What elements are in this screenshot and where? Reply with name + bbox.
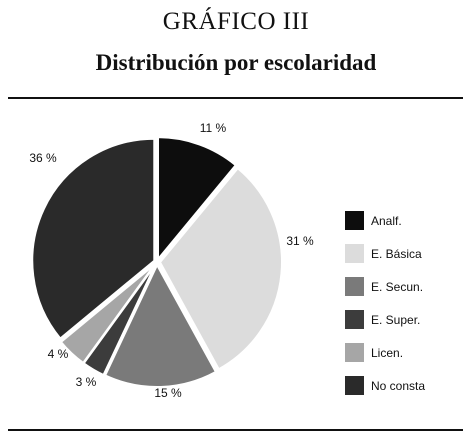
legend-swatch (345, 277, 364, 296)
legend-label: E. Super. (371, 313, 420, 327)
pie-slice-e-secun- (103, 262, 218, 388)
legend-label: E. Básica (371, 247, 422, 261)
legend-swatch (345, 343, 364, 362)
pie-slice-licen- (59, 263, 156, 365)
legend-label: E. Secun. (371, 280, 423, 294)
pie-slice-analf- (157, 136, 238, 262)
legend-label: Analf. (371, 214, 402, 228)
top-rule (8, 97, 463, 99)
legend-label: Licen. (371, 346, 403, 360)
slice-label: 11 % (200, 121, 227, 135)
legend-swatch (345, 310, 364, 329)
legend-swatch (345, 211, 364, 230)
pie-labels: 11 % 31 % 15 % 3 % 4 % 36 % (29, 121, 314, 400)
pie-slice-no-consta (31, 137, 156, 340)
legend-swatch (345, 376, 364, 395)
pie-slices (31, 136, 283, 388)
legend: Analf. E. Básica E. Secun. E. Super. Licen. N… (345, 211, 425, 395)
slice-label: 3 % (76, 375, 97, 389)
pie-slice-e-b-sica (158, 166, 283, 371)
chart-title: GRÁFICO III (162, 8, 310, 35)
bottom-rule (8, 429, 463, 431)
legend-swatch (345, 244, 364, 263)
slice-label: 36 % (29, 151, 57, 165)
legend-label: No consta (371, 379, 425, 393)
slice-label: 31 % (286, 234, 314, 248)
chart-subtitle: Distribución por escolaridad (95, 50, 377, 75)
slice-label: 15 % (154, 386, 182, 400)
slice-label: 4 % (48, 347, 69, 361)
